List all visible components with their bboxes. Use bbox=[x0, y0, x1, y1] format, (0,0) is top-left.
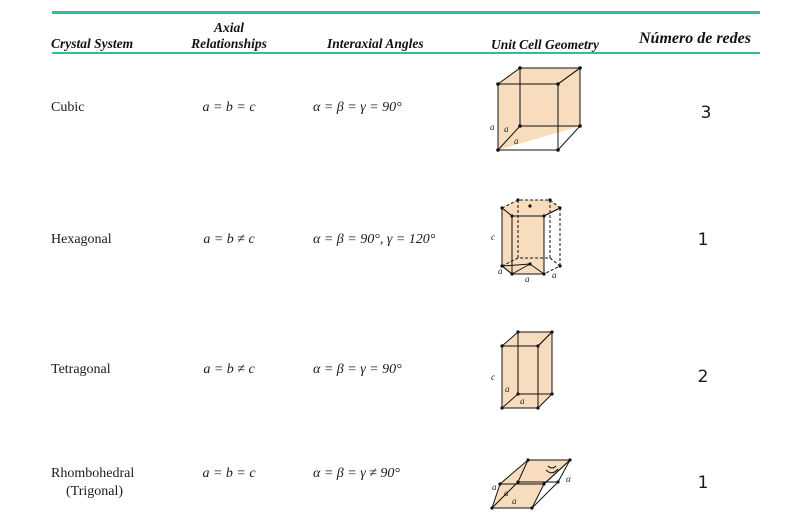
row-hexagonal-system: Hexagonal bbox=[51, 232, 112, 247]
row-cubic-count: 3 bbox=[700, 103, 712, 123]
row-cubic-system: Cubic bbox=[51, 100, 85, 115]
row-rhombohedral-angles: α = β = γ ≠ 90° bbox=[313, 466, 401, 481]
tetragonal-label-c: c bbox=[491, 372, 495, 382]
header-axial-relationships: Axial Relationships bbox=[180, 20, 278, 52]
cubic-label-a1: a bbox=[490, 122, 495, 132]
row-tetragonal-count: 2 bbox=[697, 367, 709, 387]
row-rhombohedral-axial: a = b = c bbox=[202, 466, 256, 481]
rhombohedral-label-a2: a bbox=[504, 488, 509, 498]
header-axial-line2: Relationships bbox=[191, 36, 267, 51]
hexagonal-label-c: c bbox=[491, 232, 495, 242]
hexagonal-label-a3: a bbox=[552, 270, 557, 280]
header-unit-cell-geometry: Unit Cell Geometry bbox=[491, 37, 599, 52]
tetragonal-label-a2: a bbox=[520, 396, 525, 406]
top-rule bbox=[52, 11, 760, 14]
row-cubic-angles: α = β = γ = 90° bbox=[313, 100, 402, 115]
row-tetragonal-system: Tetragonal bbox=[51, 362, 111, 377]
hexagonal-label-a1: a bbox=[498, 266, 503, 276]
row-tetragonal-axial: a = b ≠ c bbox=[203, 362, 255, 377]
header-crystal-system: Crystal System bbox=[51, 36, 134, 51]
header-interaxial-angles: Interaxial Angles bbox=[327, 36, 424, 51]
row-rhombohedral-count: 1 bbox=[697, 473, 709, 493]
rhombohedral-label-alpha: α bbox=[566, 474, 571, 484]
row-hexagonal-angles: α = β = 90°, γ = 120° bbox=[313, 232, 436, 247]
row-rhombohedral-system: Rhombohedral bbox=[51, 466, 135, 481]
cubic-label-a2: a bbox=[504, 124, 509, 134]
rhombohedral-label-a3: a bbox=[512, 496, 517, 506]
header-numero-de-redes: Número de redes bbox=[639, 30, 751, 47]
row-cubic-axial: a = b = c bbox=[202, 100, 256, 115]
hexagonal-cell-diagram: c a a a bbox=[488, 194, 578, 286]
tetragonal-cell-diagram: c a a bbox=[488, 328, 568, 414]
hexagonal-label-a2: a bbox=[525, 274, 530, 284]
row-rhombohedral-system-line2: (Trigonal) bbox=[66, 484, 124, 499]
row-hexagonal-axial: a = b ≠ c bbox=[203, 232, 255, 247]
row-tetragonal-angles: α = β = γ = 90° bbox=[313, 362, 402, 377]
row-hexagonal-count: 1 bbox=[697, 230, 709, 250]
header-rule bbox=[52, 52, 760, 54]
cubic-cell-diagram: a a a bbox=[488, 64, 588, 154]
rhombohedral-label-a1: a bbox=[492, 482, 497, 492]
cubic-label-a3: a bbox=[514, 136, 519, 146]
tetragonal-label-a1: a bbox=[505, 384, 510, 394]
rhombohedral-cell-diagram: a a a α bbox=[486, 452, 586, 514]
header-axial-line1: Axial bbox=[213, 20, 244, 35]
